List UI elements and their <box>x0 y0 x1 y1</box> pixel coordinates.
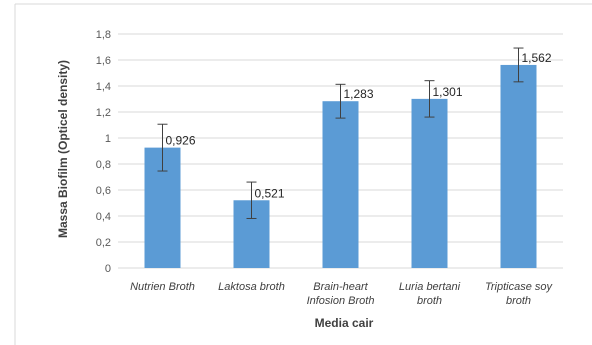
data-labels: 0,926 0,521 1,283 1,301 1,562 <box>166 51 552 200</box>
error-bar <box>513 47 524 83</box>
error-bar <box>157 123 168 172</box>
error-bar <box>424 80 435 118</box>
data-label: 1,562 <box>522 51 552 65</box>
y-tick-label: 0,2 <box>96 237 111 249</box>
x-axis-title: Media cair <box>315 316 374 330</box>
y-tick-label: 0 <box>105 263 111 275</box>
data-label: 0,521 <box>255 186 285 200</box>
y-tick-labels: 0 0,2 0,4 0,6 0,8 1 1,2 1,4 1,6 1,8 <box>96 29 111 275</box>
y-tick-label: 1,8 <box>96 29 111 41</box>
x-category-label: Tripticase soy <box>485 281 554 293</box>
y-tick-label: 1,4 <box>96 81 111 93</box>
bars <box>144 64 537 269</box>
y-tick-label: 0,4 <box>96 211 111 223</box>
data-label: 0,926 <box>166 134 196 148</box>
x-category-label: Nutrien Broth <box>130 281 195 293</box>
error-bar <box>246 181 257 219</box>
y-tick-label: 0,6 <box>96 185 111 197</box>
y-axis-title: Massa Biofilm (Opticel density) <box>56 60 70 238</box>
y-tick-label: 1,6 <box>96 55 111 67</box>
x-category-label: Laktosa broth <box>218 281 285 293</box>
x-category-label: Luria bertani <box>399 281 461 293</box>
error-bars <box>157 47 524 219</box>
bar <box>322 101 359 269</box>
x-category-label: broth <box>506 295 531 307</box>
data-label: 1,301 <box>433 85 463 99</box>
y-tick-label: 1,2 <box>96 107 111 119</box>
bar <box>500 64 537 268</box>
y-tick-label: 0,8 <box>96 159 111 171</box>
x-category-label: Brain-heart <box>313 281 368 293</box>
error-bar <box>335 83 346 119</box>
x-category-labels: Nutrien Broth Laktosa broth Brain-heart Inf… <box>130 281 553 307</box>
data-label: 1,283 <box>344 87 374 101</box>
y-tick-label: 1 <box>105 133 111 145</box>
x-category-label: Infosion Broth <box>307 295 375 307</box>
bar <box>411 98 448 269</box>
x-category-label: broth <box>417 295 442 307</box>
